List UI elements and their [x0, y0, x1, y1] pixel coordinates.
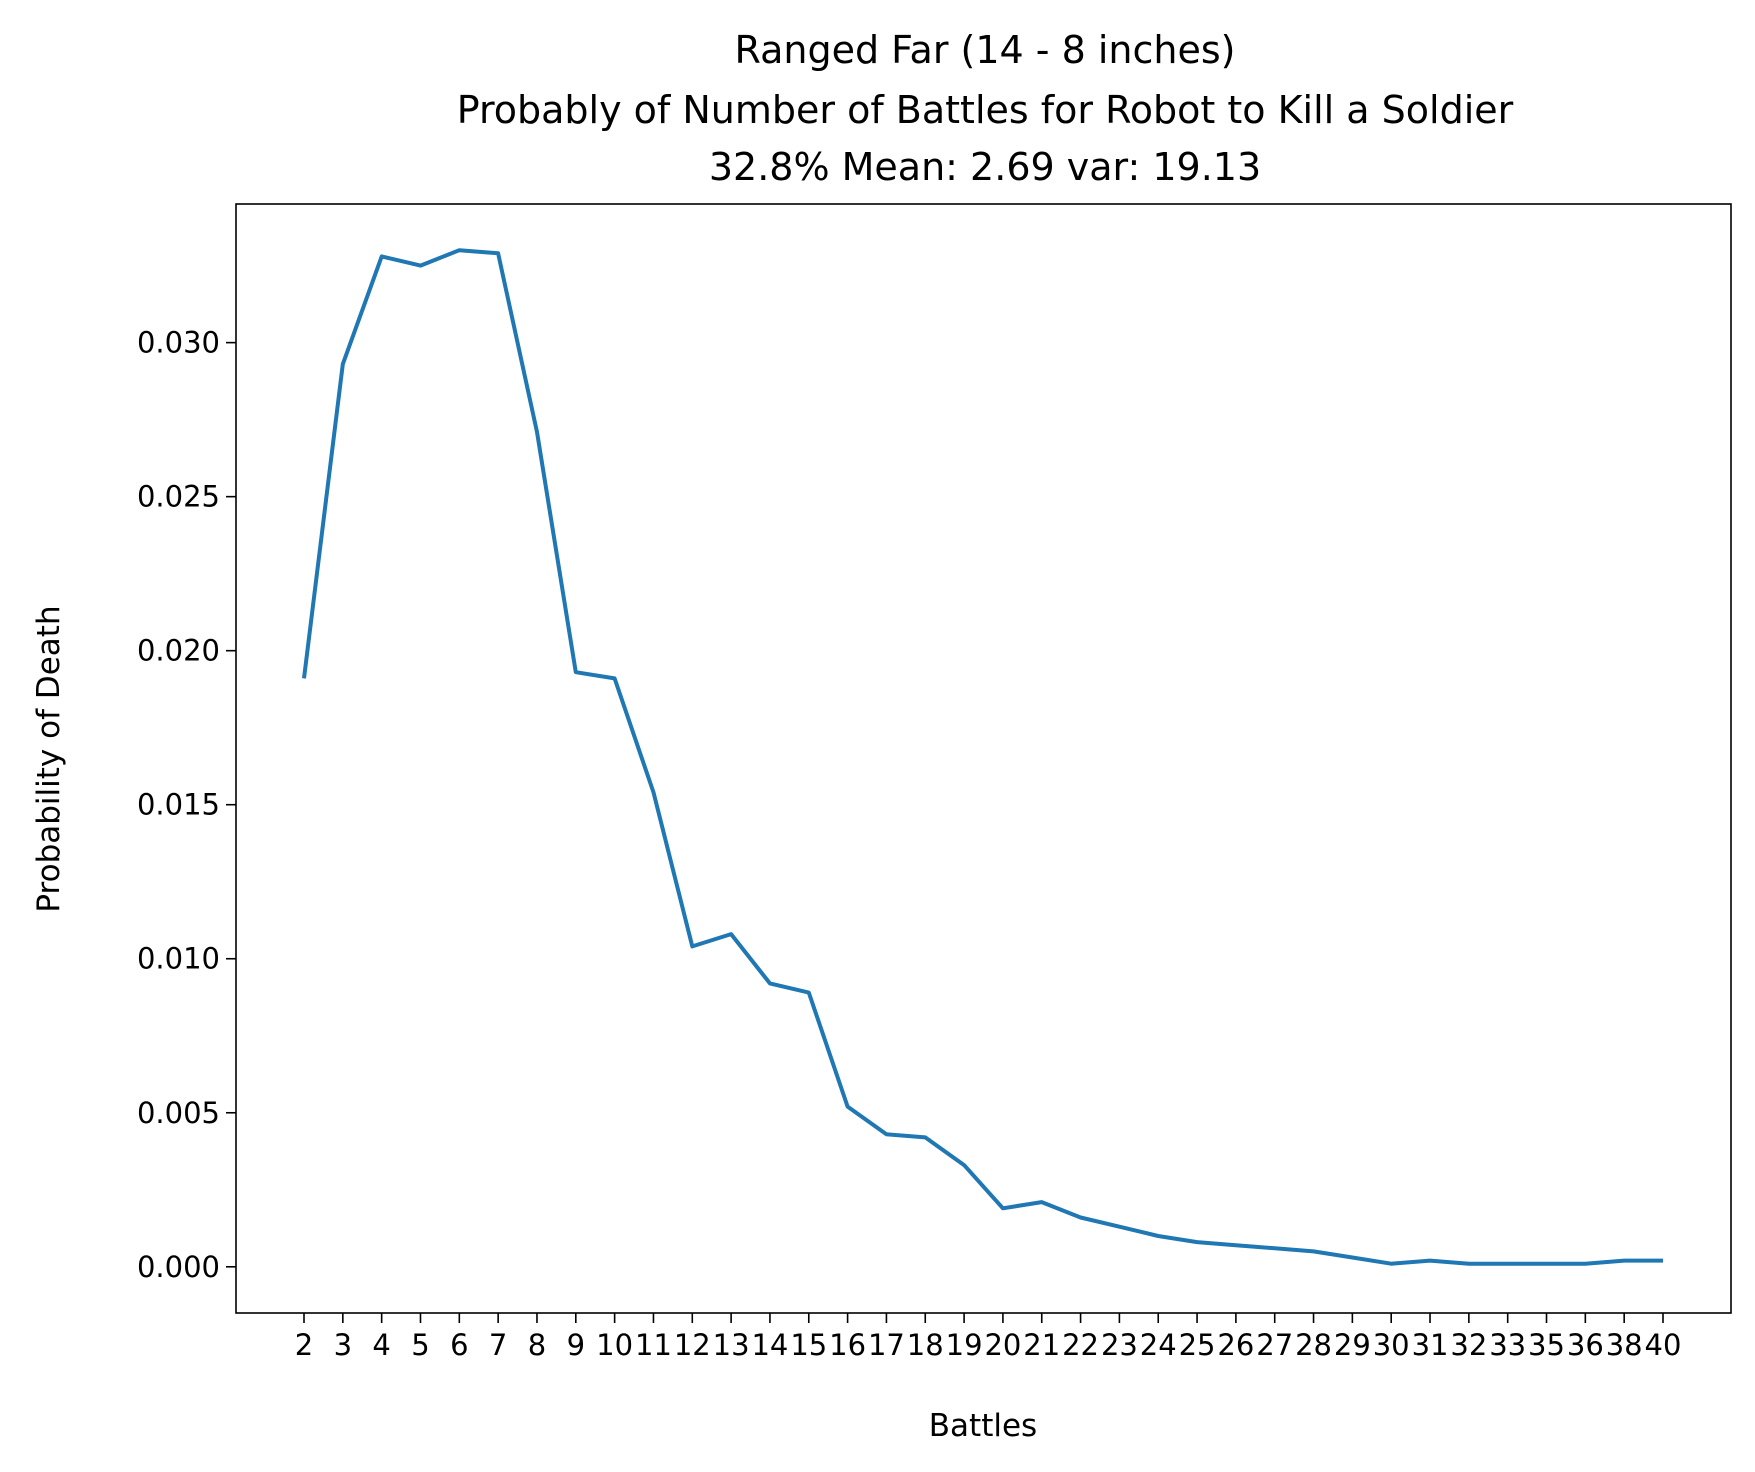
x-tick-label: 32	[1450, 1328, 1487, 1362]
x-tick-label: 10	[596, 1328, 633, 1362]
y-tick-label: 0.020	[137, 634, 220, 668]
x-tick-label: 14	[751, 1328, 788, 1362]
x-tick-label: 28	[1295, 1328, 1332, 1362]
y-tick-label: 0.005	[137, 1096, 220, 1130]
chart-title-line-3: 32.8% Mean: 2.69 var: 19.13	[709, 145, 1261, 189]
x-tick-label: 22	[1062, 1328, 1099, 1362]
y-tick-label: 0.000	[137, 1250, 220, 1284]
x-tick-label: 20	[984, 1328, 1021, 1362]
x-tick-label: 36	[1567, 1328, 1604, 1362]
x-tick-label: 30	[1373, 1328, 1410, 1362]
y-axis-ticks: 0.000 0.005 0.010 0.015 0.020 0.025 0.030	[137, 326, 236, 1284]
x-tick-label: 11	[635, 1328, 672, 1362]
x-tick-label: 2	[295, 1328, 313, 1362]
x-axis-ticks: 2 3 4 5 6 7 8 9 10 11 12 13 14 15 16 17 18 19 20 21 22 23 24 25…	[295, 1313, 1682, 1362]
x-tick-label: 3	[334, 1328, 352, 1362]
x-tick-label: 40	[1645, 1328, 1682, 1362]
series-line	[302, 248, 1663, 1266]
x-tick-label: 16	[829, 1328, 866, 1362]
x-tick-label: 35	[1528, 1328, 1565, 1362]
x-tick-label: 12	[674, 1328, 711, 1362]
x-axis-label: Battles	[929, 1408, 1037, 1444]
y-tick-label: 0.025	[137, 480, 220, 514]
x-tick-label: 5	[411, 1328, 429, 1362]
x-tick-label: 18	[907, 1328, 944, 1362]
chart-title-line-2: Probably of Number of Battles for Robot …	[457, 88, 1514, 132]
x-tick-label: 25	[1179, 1328, 1216, 1362]
x-tick-label: 8	[528, 1328, 546, 1362]
x-tick-label: 9	[567, 1328, 585, 1362]
x-tick-label: 4	[372, 1328, 390, 1362]
chart-title-line-1: Ranged Far (14 - 8 inches)	[735, 28, 1236, 72]
y-tick-label: 0.015	[137, 788, 220, 822]
x-tick-label: 13	[713, 1328, 750, 1362]
x-tick-label: 38	[1606, 1328, 1643, 1362]
x-tick-label: 23	[1101, 1328, 1138, 1362]
x-tick-label: 24	[1140, 1328, 1177, 1362]
x-tick-label: 33	[1489, 1328, 1526, 1362]
y-axis-label: Probability of Death	[31, 605, 67, 912]
x-tick-label: 29	[1334, 1328, 1371, 1362]
plot-frame	[235, 203, 1732, 1314]
x-tick-label: 7	[489, 1328, 507, 1362]
x-tick-label: 31	[1412, 1328, 1449, 1362]
x-tick-label: 19	[946, 1328, 983, 1362]
y-tick-label: 0.030	[137, 326, 220, 360]
y-tick-label: 0.010	[137, 942, 220, 976]
x-tick-label: 21	[1023, 1328, 1060, 1362]
x-tick-label: 6	[450, 1328, 468, 1362]
x-tick-label: 15	[790, 1328, 827, 1362]
x-tick-label: 26	[1217, 1328, 1254, 1362]
x-tick-label: 17	[868, 1328, 905, 1362]
x-tick-label: 27	[1256, 1328, 1293, 1362]
